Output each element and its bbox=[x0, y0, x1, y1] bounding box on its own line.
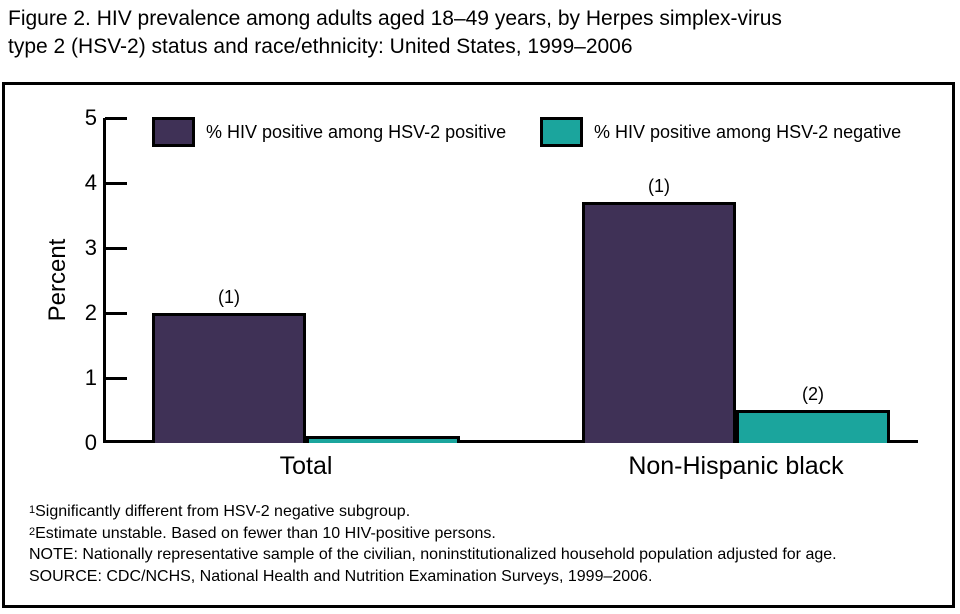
legend-item-hsv2-negative: % HIV positive among HSV-2 negative bbox=[540, 116, 901, 148]
y-tick-2 bbox=[105, 311, 127, 315]
legend-label-hsv2-negative: % HIV positive among HSV-2 negative bbox=[594, 121, 902, 142]
bar-non-hispanic-black-series-0 bbox=[582, 202, 736, 443]
bar-non-hispanic-black-series-1 bbox=[736, 410, 890, 443]
y-tick-label-0: 0 bbox=[84, 430, 97, 455]
y-tick-3 bbox=[105, 246, 127, 250]
y-tick-5 bbox=[105, 116, 127, 120]
figure-title-line2: type 2 (HSV-2) status and race/ethnicity… bbox=[8, 35, 633, 58]
category-label-total: Total bbox=[279, 452, 333, 480]
bar-annotation: (1) bbox=[218, 287, 240, 307]
y-tick-label-5: 5 bbox=[84, 105, 97, 130]
legend-swatch-hsv2-positive bbox=[152, 117, 195, 147]
x-axis-line bbox=[105, 440, 918, 443]
bar-annotation: (1) bbox=[648, 176, 670, 196]
y-tick-4 bbox=[105, 181, 127, 185]
figure-title-line1: Figure 2. HIV prevalence among adults ag… bbox=[8, 7, 782, 30]
bar-total-series-0 bbox=[152, 313, 306, 443]
footnote-line: 2Estimate unstable. Based on fewer than … bbox=[29, 524, 496, 542]
legend-swatch-hsv2-negative bbox=[540, 117, 583, 147]
footnote-line: NOTE: Nationally representative sample o… bbox=[29, 546, 837, 563]
y-tick-1 bbox=[105, 376, 127, 380]
legend-label-hsv2-positive: % HIV positive among HSV-2 positive bbox=[206, 121, 507, 142]
y-tick-label-4: 4 bbox=[84, 170, 97, 195]
footnote-line: SOURCE: CDC/NCHS, National Health and Nu… bbox=[29, 567, 653, 585]
y-axis-line bbox=[103, 118, 106, 443]
footnotes: 1Significantly different from HSV-2 nega… bbox=[29, 501, 929, 587]
y-tick-label-2: 2 bbox=[84, 300, 97, 325]
figure-title: Figure 2. HIV prevalence among adults ag… bbox=[8, 5, 952, 61]
bar-annotation: (2) bbox=[802, 384, 824, 404]
y-tick-label-3: 3 bbox=[84, 235, 97, 260]
legend-item-hsv2-positive: % HIV positive among HSV-2 positive bbox=[152, 116, 506, 148]
bar-total-series-1 bbox=[306, 436, 460, 443]
y-tick-label-1: 1 bbox=[84, 365, 97, 390]
category-label-non-hispanic-black: Non-Hispanic black bbox=[628, 452, 844, 480]
footnote-line: 1Significantly different from HSV-2 nega… bbox=[29, 503, 411, 520]
